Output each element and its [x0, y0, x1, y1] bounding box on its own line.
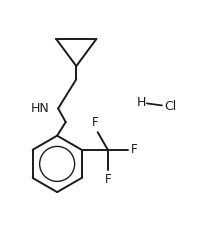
Text: F: F [91, 116, 98, 129]
Text: HN: HN [30, 102, 49, 115]
Text: F: F [104, 173, 110, 186]
Text: F: F [130, 143, 137, 156]
Text: Cl: Cl [163, 100, 175, 113]
Text: H: H [136, 96, 145, 109]
